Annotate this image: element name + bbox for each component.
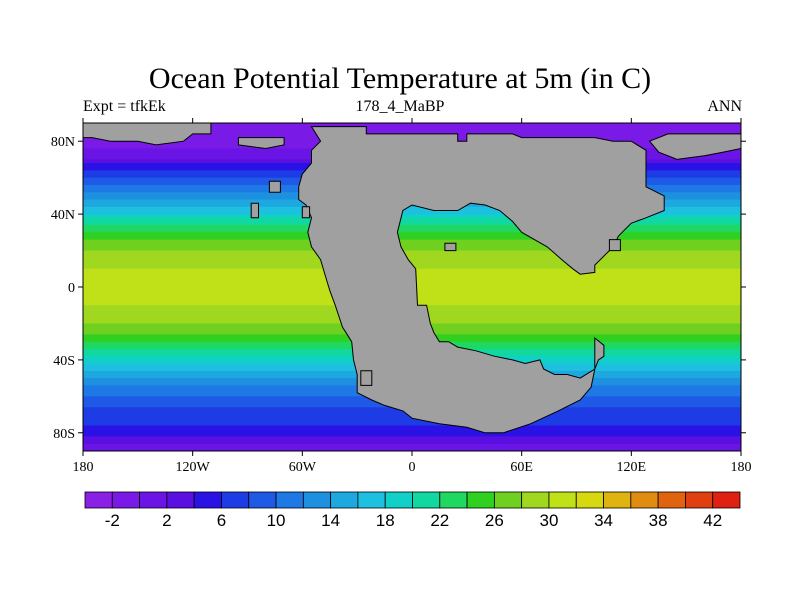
ocean-band	[83, 432, 741, 438]
ocean-band	[83, 239, 741, 244]
ocean-band	[83, 436, 741, 441]
small-island-4	[444, 242, 457, 252]
colorbar-box	[630, 491, 659, 509]
colorbar-label: 22	[430, 511, 449, 530]
small-island-2	[268, 180, 281, 193]
colorbar-box	[657, 491, 686, 509]
north-polar-land-west	[83, 123, 212, 146]
ocean-band	[83, 421, 741, 427]
colorbar-label: 18	[376, 511, 395, 530]
ocean-band	[83, 440, 741, 445]
ocean-band	[83, 250, 741, 255]
colorbar-box	[575, 491, 604, 509]
colorbar-box	[603, 491, 632, 509]
axis-ticks: 180 120W 60W 0 60E 120E 180 80N 40N 0 40S 80S	[51, 118, 752, 475]
ocean-band	[83, 257, 741, 263]
colorbar-label: 14	[321, 511, 340, 530]
season-label: ANN	[707, 98, 742, 115]
x-tick-label: 180	[731, 460, 752, 475]
x-tick-label: 0	[409, 460, 416, 475]
ocean-band	[83, 210, 741, 215]
colorbar-box	[139, 491, 168, 509]
colorbar-box	[330, 491, 359, 509]
north-polar-land-center	[237, 137, 285, 150]
colorbar-label: 38	[649, 511, 668, 530]
ocean-band	[83, 429, 741, 434]
ocean-band	[83, 243, 741, 248]
colorbar-label: 10	[267, 511, 286, 530]
colorbar-label: 26	[485, 511, 504, 530]
x-tick-label: 120W	[176, 460, 211, 475]
small-island-3	[301, 206, 311, 219]
ocean-band	[83, 418, 741, 423]
ocean-band	[83, 206, 741, 212]
ocean-band	[83, 246, 741, 252]
colorbar-box	[466, 491, 495, 509]
experiment-label: Expt = tfkEk	[83, 98, 166, 115]
colorbar-label: 6	[217, 511, 226, 530]
colorbar-box	[412, 491, 441, 509]
period-label: 178_4_MaBP	[355, 98, 445, 115]
ocean-band	[83, 123, 741, 128]
colorbar-box	[685, 491, 714, 509]
y-tick-label: 40S	[53, 354, 75, 369]
colorbar-box	[193, 491, 222, 509]
small-island-6	[608, 239, 621, 252]
north-polar-land-east	[648, 133, 741, 160]
pangaea-main	[298, 126, 665, 434]
ocean-band	[83, 232, 741, 237]
colorbar-label: 42	[703, 511, 722, 530]
ocean-band	[83, 225, 741, 230]
small-island-1	[250, 202, 259, 219]
colorbar-label: -2	[105, 511, 120, 530]
ocean-band	[83, 130, 741, 135]
colorbar-box	[439, 491, 468, 509]
y-tick-label: 80S	[53, 427, 75, 442]
colorbar-box	[548, 491, 577, 509]
ocean-band	[83, 235, 741, 241]
colorbar-box	[384, 491, 413, 509]
colorbar-box	[493, 491, 523, 509]
x-tick-label: 60E	[510, 460, 533, 475]
ocean-band	[83, 447, 741, 451]
ocean-band	[83, 217, 741, 222]
x-tick-label: 120E	[617, 460, 647, 475]
colorbar-box	[275, 491, 304, 509]
small-island-5	[360, 370, 373, 386]
colorbar-box	[221, 491, 250, 509]
colorbar-box	[84, 491, 113, 509]
ocean-band	[83, 221, 741, 226]
y-tick-label: 0	[68, 281, 75, 296]
colorbar-label: 30	[539, 511, 558, 530]
colorbar-label: 2	[162, 511, 171, 530]
colorbar-box	[712, 491, 741, 509]
colorbar-box	[357, 491, 386, 509]
colorbar-box	[521, 491, 550, 509]
colorbar-box	[248, 491, 277, 509]
ocean-band	[83, 214, 741, 219]
land-masses	[83, 123, 741, 434]
x-tick-label: 180	[73, 460, 94, 475]
map-title: Ocean Potential Temperature at 5m (in C)	[148, 62, 652, 95]
ocean-band	[83, 443, 741, 448]
ocean-band	[83, 425, 741, 430]
ocean-band	[83, 228, 741, 233]
colorbar-label: 34	[594, 511, 613, 530]
colorbar: -2 2 6 10 14 18 22 26 30 34 38 42	[84, 491, 741, 530]
y-tick-label: 80N	[51, 135, 75, 150]
ocean-band	[83, 126, 741, 131]
y-tick-label: 40N	[51, 208, 75, 223]
colorbar-box	[302, 491, 332, 509]
ocean-band	[83, 254, 741, 259]
colorbar-box	[111, 491, 140, 509]
x-tick-label: 60W	[289, 460, 317, 475]
colorbar-box	[166, 491, 195, 509]
